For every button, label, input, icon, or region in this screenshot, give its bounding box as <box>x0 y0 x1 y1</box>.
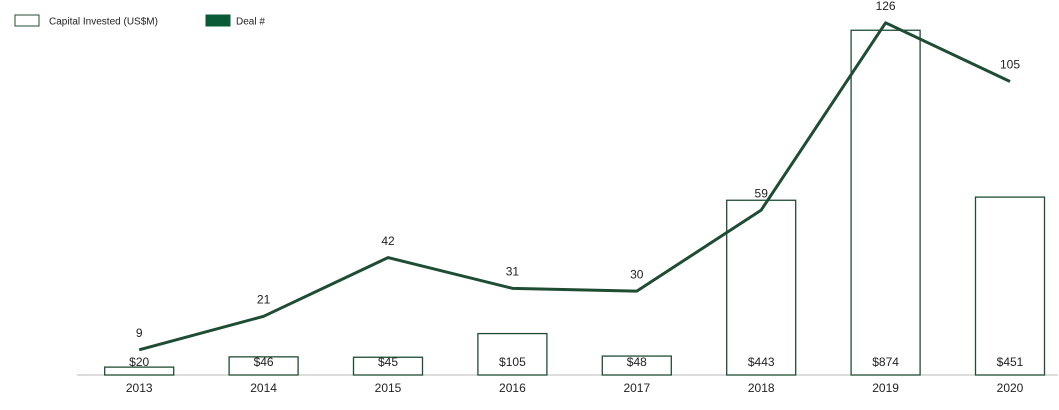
x-tick-label: 2015 <box>375 381 402 395</box>
x-tick-label: 2018 <box>748 381 775 395</box>
line-value-label: 9 <box>136 326 143 340</box>
line-value-label: 126 <box>876 0 896 13</box>
bar <box>228 356 299 376</box>
x-tick-label: 2019 <box>872 381 899 395</box>
bar-value-label: $45 <box>378 355 398 369</box>
bar <box>850 29 921 376</box>
legend-label: Deal # <box>236 17 265 28</box>
x-tick-label: 2017 <box>623 381 650 395</box>
bar <box>726 199 797 376</box>
bar-value-label: $874 <box>872 355 899 369</box>
legend-label: Capital Invested (US$M) <box>49 17 158 28</box>
bar <box>601 355 672 376</box>
line-value-label: 30 <box>630 267 644 281</box>
line-value-label: 59 <box>755 186 769 200</box>
bar <box>477 332 548 376</box>
x-tick-label: 2016 <box>499 381 526 395</box>
line-value-label: 31 <box>506 265 520 279</box>
legend-swatch <box>205 14 231 27</box>
bar-value-label: $20 <box>129 355 149 369</box>
x-tick-label: 2014 <box>250 381 277 395</box>
bar-value-label: $105 <box>499 355 526 369</box>
x-tick-label: 2013 <box>126 381 153 395</box>
line <box>138 21 1011 352</box>
bar-value-label: $48 <box>627 355 647 369</box>
line-value-label: 105 <box>1000 58 1020 72</box>
bar <box>974 196 1046 376</box>
x-tick-label: 2020 <box>997 381 1024 395</box>
line-value-label: 21 <box>257 292 271 306</box>
bar-value-label: $443 <box>748 355 775 369</box>
bar <box>352 356 424 376</box>
bar-value-label: $46 <box>254 355 274 369</box>
line-value-label: 42 <box>381 234 395 248</box>
legend-swatch <box>14 14 40 27</box>
bar-value-label: $451 <box>997 355 1024 369</box>
bar <box>104 366 175 376</box>
